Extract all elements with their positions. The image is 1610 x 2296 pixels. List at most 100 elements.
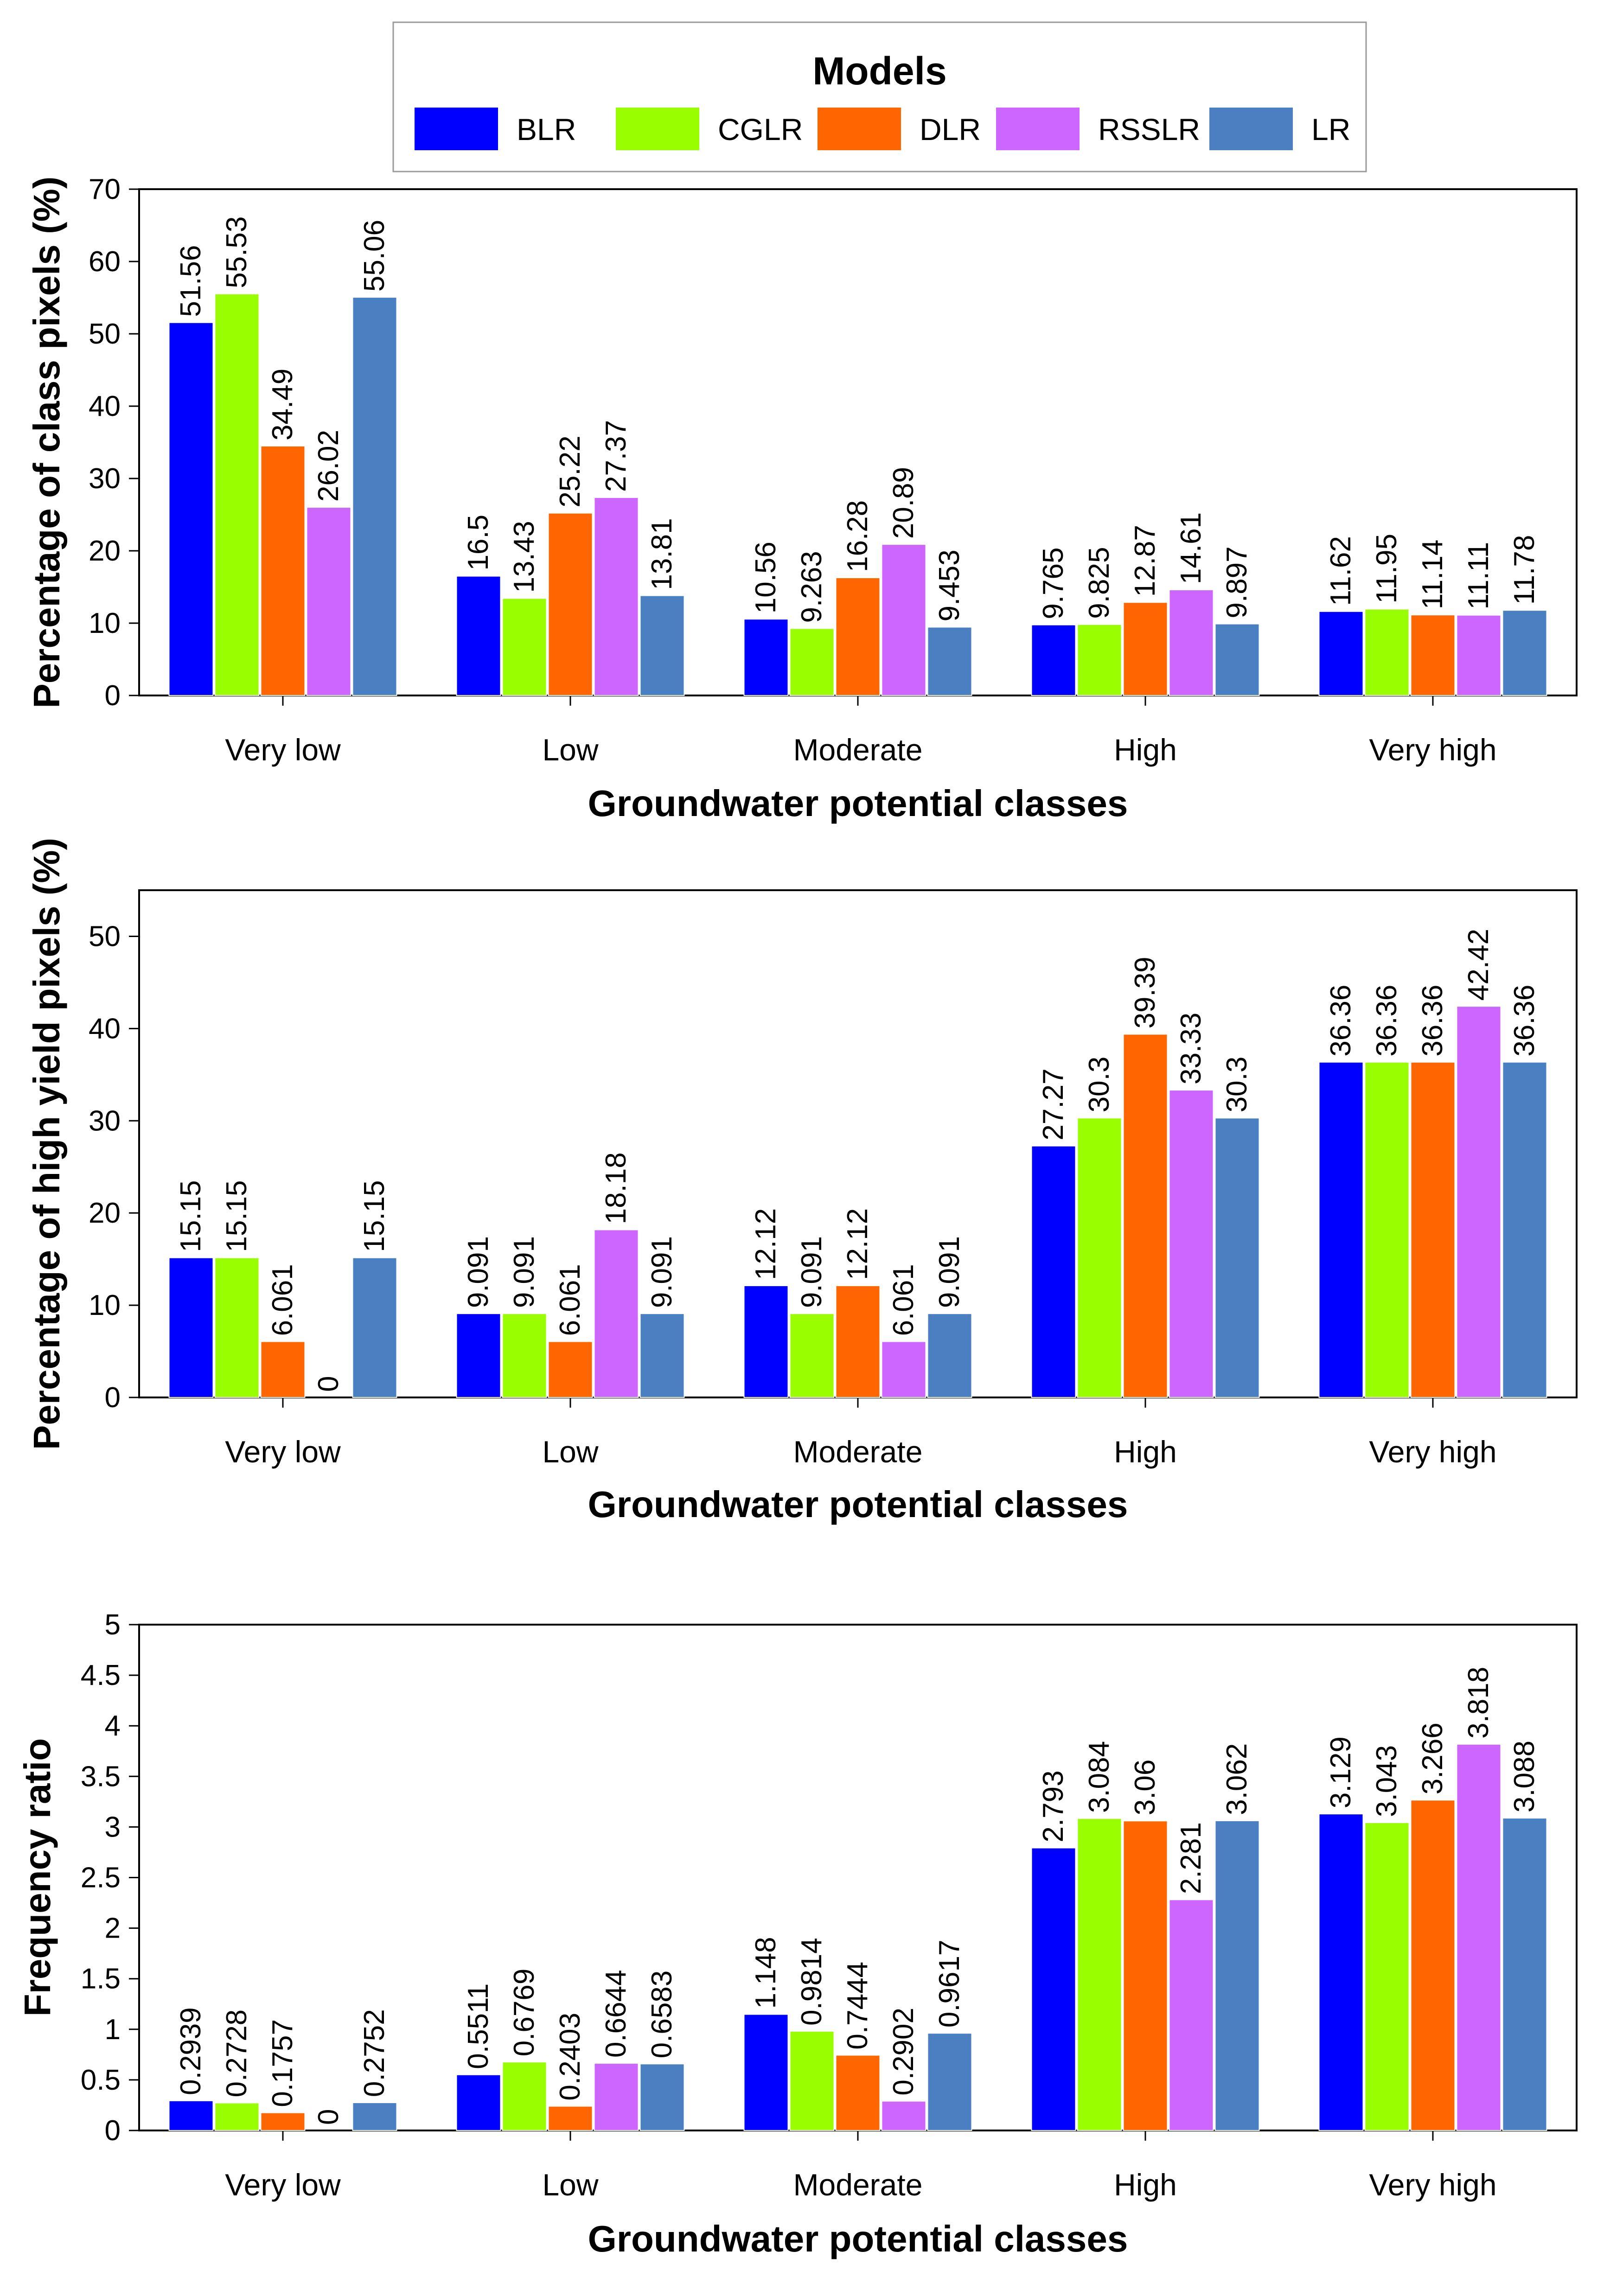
bar-cglr bbox=[502, 598, 547, 696]
data-label: 0.2902 bbox=[888, 2008, 920, 2096]
y-tick-label: 3.5 bbox=[81, 1760, 121, 1792]
bar-lr bbox=[927, 2033, 972, 2131]
data-label: 30.3 bbox=[1083, 1057, 1115, 1113]
bar-lr bbox=[639, 595, 685, 696]
data-label: 11.11 bbox=[1463, 542, 1495, 610]
data-label: 3.06 bbox=[1129, 1760, 1161, 1816]
x-category-label: High bbox=[1114, 733, 1177, 767]
y-tick-label: 0 bbox=[105, 1382, 121, 1414]
bar-lr bbox=[1214, 1117, 1260, 1398]
bar-dlr bbox=[260, 2112, 306, 2131]
legend-item-dlr: DLR bbox=[818, 108, 981, 150]
bar-dlr bbox=[1123, 602, 1168, 696]
data-label: 15.15 bbox=[175, 1180, 207, 1252]
legend: Models BLR CGLR DLR RSSLR LR bbox=[392, 21, 1367, 172]
x-category-label: Moderate bbox=[793, 1435, 923, 1469]
bar-cglr bbox=[789, 2030, 835, 2131]
data-label: 0.2728 bbox=[221, 2009, 253, 2098]
bar-dlr bbox=[1410, 1799, 1456, 2131]
bar-dlr bbox=[835, 1285, 881, 1398]
y-axis-title: Frequency ratio bbox=[17, 1738, 58, 2016]
bar-dlr bbox=[548, 1341, 593, 1398]
data-label: 0.2939 bbox=[175, 2007, 207, 2095]
data-label: 27.37 bbox=[600, 420, 632, 492]
bar-lr bbox=[927, 1313, 972, 1398]
bar-rsslr bbox=[1456, 1006, 1501, 1398]
data-label: 0 bbox=[313, 2109, 345, 2125]
y-tick-label: 0 bbox=[105, 680, 121, 712]
bar-rsslr bbox=[594, 2063, 639, 2131]
data-label: 12.87 bbox=[1129, 525, 1161, 597]
data-label: 15.15 bbox=[221, 1180, 253, 1252]
y-tick-label: 2 bbox=[105, 1913, 121, 1945]
x-category-label: Very low bbox=[225, 733, 341, 767]
data-label: 9.091 bbox=[796, 1236, 828, 1308]
data-label: 13.43 bbox=[508, 521, 540, 593]
data-label: 9.091 bbox=[646, 1236, 678, 1308]
data-label: 36.36 bbox=[1325, 985, 1357, 1057]
bar-lr bbox=[1502, 610, 1547, 696]
legend-item-blr: BLR bbox=[415, 108, 576, 150]
data-label: 13.81 bbox=[646, 518, 678, 590]
bar-lr bbox=[1214, 1820, 1260, 2131]
data-label: 36.36 bbox=[1417, 985, 1449, 1057]
legend-label: LR bbox=[1311, 112, 1350, 147]
data-label: 12.12 bbox=[750, 1208, 782, 1280]
legend-swatch bbox=[818, 108, 901, 150]
legend-title: Models bbox=[812, 49, 946, 93]
y-tick-label: 30 bbox=[89, 1105, 121, 1137]
legend-label: BLR bbox=[517, 112, 576, 147]
data-label: 0.6769 bbox=[508, 1969, 540, 2057]
data-label: 3.088 bbox=[1508, 1741, 1540, 1812]
bar-blr bbox=[168, 1257, 214, 1398]
bar-rsslr bbox=[594, 1229, 639, 1398]
bar-dlr bbox=[1410, 614, 1456, 696]
y-tick-label: 1 bbox=[105, 2014, 121, 2046]
legend-swatch bbox=[415, 108, 498, 150]
bar-lr bbox=[1214, 623, 1260, 696]
bar-blr bbox=[1318, 1813, 1364, 2131]
legend-swatch bbox=[1209, 108, 1293, 150]
y-tick-label: 40 bbox=[89, 390, 121, 422]
bar-rsslr bbox=[1456, 614, 1501, 696]
y-tick-label: 5 bbox=[105, 1609, 121, 1641]
data-label: 51.56 bbox=[175, 245, 207, 317]
bar-blr bbox=[743, 619, 789, 696]
data-label: 0.9814 bbox=[796, 1938, 828, 2026]
y-tick-label: 30 bbox=[89, 463, 121, 495]
y-tick-label: 0.5 bbox=[81, 2064, 121, 2096]
y-tick-label: 40 bbox=[89, 1013, 121, 1045]
bar-lr bbox=[1502, 1061, 1547, 1398]
data-label: 26.02 bbox=[313, 430, 345, 502]
x-category-label: Very high bbox=[1369, 2168, 1496, 2202]
bar-dlr bbox=[548, 2105, 593, 2131]
data-label: 0.6583 bbox=[646, 1971, 678, 2059]
bar-rsslr bbox=[881, 544, 926, 696]
x-category-label: Very high bbox=[1369, 733, 1496, 767]
bar-cglr bbox=[1364, 608, 1410, 696]
y-tick-label: 70 bbox=[89, 173, 121, 205]
bar-rsslr bbox=[594, 497, 639, 696]
bar-cglr bbox=[1364, 1061, 1410, 1398]
data-label: 2.793 bbox=[1037, 1770, 1069, 1842]
y-tick-label: 3 bbox=[105, 1811, 121, 1843]
data-label: 36.36 bbox=[1371, 985, 1403, 1057]
bar-cglr bbox=[214, 293, 260, 696]
data-label: 15.15 bbox=[358, 1180, 390, 1252]
bar-dlr bbox=[835, 2054, 881, 2131]
y-tick-label: 50 bbox=[89, 920, 121, 952]
bar-cglr bbox=[789, 628, 835, 696]
data-label: 11.14 bbox=[1417, 540, 1449, 610]
bar-blr bbox=[168, 322, 214, 696]
y-tick-label: 20 bbox=[89, 535, 121, 567]
data-label: 0.6644 bbox=[600, 1970, 632, 2058]
bar-cglr bbox=[1077, 1117, 1122, 1398]
data-label: 3.084 bbox=[1083, 1741, 1115, 1813]
x-category-label: High bbox=[1114, 1435, 1177, 1469]
data-label: 3.818 bbox=[1463, 1667, 1495, 1739]
bar-cglr bbox=[1364, 1822, 1410, 2131]
bar-blr bbox=[1031, 624, 1076, 696]
data-label: 34.49 bbox=[267, 369, 299, 440]
y-tick-label: 4 bbox=[105, 1710, 121, 1742]
bar-dlr bbox=[1123, 1820, 1168, 2131]
